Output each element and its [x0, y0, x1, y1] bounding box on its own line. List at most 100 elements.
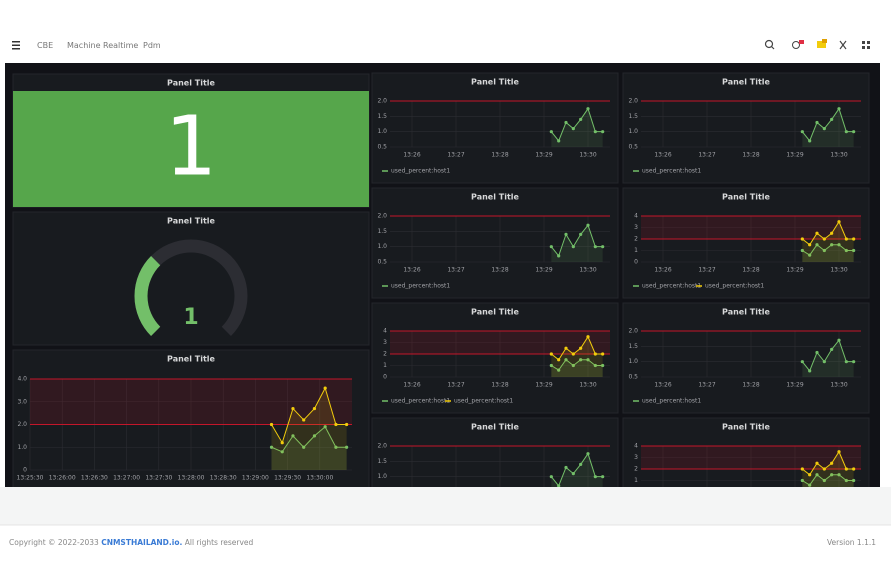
- data-point: [800, 467, 804, 471]
- fullscreen-icon[interactable]: [839, 40, 847, 50]
- data-point: [549, 475, 553, 479]
- notification-icon[interactable]: [792, 40, 805, 49]
- x-tick-label: 13:28: [742, 382, 759, 389]
- x-tick-label: 13:28: [742, 152, 759, 159]
- x-tick-label: 13:29: [535, 152, 552, 159]
- data-point: [586, 452, 590, 456]
- y-tick-label: 0: [23, 467, 27, 474]
- series-line: [802, 450, 854, 476]
- data-point: [586, 335, 590, 339]
- data-point: [549, 245, 553, 249]
- breadcrumb[interactable]: CBE: [37, 41, 53, 50]
- y-tick-label: 4: [383, 328, 387, 335]
- series-area: [551, 359, 603, 377]
- series-area: [551, 108, 603, 147]
- threshold-band: [30, 379, 352, 425]
- data-point: [844, 467, 848, 471]
- x-tick-label: 13:27: [698, 267, 715, 274]
- series-line: [801, 107, 854, 142]
- x-tick-label: 13:30: [579, 152, 596, 159]
- y-tick-label: 2.0: [377, 98, 387, 105]
- x-tick-label: 13:27:30: [145, 475, 172, 482]
- y-tick-label: 2: [634, 466, 638, 473]
- panel-title: Panel Title: [167, 355, 215, 364]
- panel-title: Panel Title: [722, 423, 770, 432]
- data-point: [586, 223, 590, 227]
- data-point: [601, 363, 605, 368]
- data-point: [852, 467, 856, 471]
- gauge-value: 1: [183, 305, 198, 330]
- data-point: [557, 139, 561, 143]
- series-line: [801, 339, 854, 372]
- x-tick-label: 13:27:00: [113, 475, 140, 482]
- message-icon[interactable]: [817, 39, 827, 48]
- panel-title: Panel Title: [471, 193, 519, 202]
- apps-icon[interactable]: [862, 41, 870, 49]
- data-point: [830, 231, 834, 235]
- y-tick-label: 2: [383, 351, 387, 358]
- search-icon[interactable]: [764, 39, 775, 50]
- x-tick-label: 13:26: [654, 267, 671, 274]
- data-point: [815, 120, 819, 125]
- breadcrumb[interactable]: Pdm: [143, 41, 161, 50]
- data-point: [815, 473, 819, 477]
- panel-title: Panel Title: [722, 308, 770, 317]
- legend-label: used_percent:host1: [642, 283, 701, 290]
- x-tick-label: 13:26: [403, 382, 420, 389]
- data-point: [579, 346, 583, 350]
- data-point: [312, 434, 317, 438]
- x-tick-label: 13:30: [579, 382, 596, 389]
- series-line: [550, 224, 603, 257]
- data-point: [549, 363, 553, 368]
- data-point: [302, 445, 306, 449]
- menu-button[interactable]: [12, 41, 20, 50]
- x-tick-label: 13:27: [447, 382, 464, 389]
- threshold-band: [641, 446, 861, 469]
- x-tick-label: 13:26: [654, 382, 671, 389]
- x-tick-label: 13:29: [535, 382, 552, 389]
- x-tick-label: 13:26:00: [49, 475, 76, 482]
- panel: [371, 302, 619, 414]
- data-point: [800, 130, 804, 134]
- data-point: [822, 478, 826, 483]
- data-point: [579, 232, 583, 236]
- data-point: [557, 358, 561, 362]
- data-point: [852, 478, 856, 483]
- y-tick-label: 1.0: [628, 358, 638, 365]
- data-point: [837, 220, 841, 224]
- x-tick-label: 13:28:30: [210, 475, 237, 482]
- panel: [12, 211, 370, 346]
- data-point: [800, 248, 804, 253]
- company-link[interactable]: CNMSTHAILAND.io.: [101, 538, 182, 547]
- x-tick-label: 13:29:30: [274, 475, 301, 482]
- series-line: [271, 386, 347, 444]
- panel-title: Panel Title: [167, 217, 215, 226]
- panel: [622, 417, 870, 487]
- x-tick-label: 13:29: [786, 267, 803, 274]
- data-point: [564, 358, 568, 362]
- data-point: [571, 127, 575, 131]
- x-tick-label: 13:30: [830, 382, 847, 389]
- data-point: [852, 237, 856, 241]
- x-tick-label: 13:29:00: [242, 475, 269, 482]
- x-tick-label: 13:29: [786, 382, 803, 389]
- threshold-band: [641, 216, 861, 239]
- breadcrumb[interactable]: Machine Realtime: [67, 41, 138, 50]
- data-point: [822, 467, 826, 471]
- x-tick-label: 13:27: [698, 382, 715, 389]
- data-point: [323, 425, 327, 429]
- y-tick-label: 1: [383, 362, 387, 369]
- y-tick-label: 0.5: [377, 259, 387, 266]
- data-point: [601, 130, 605, 134]
- x-tick-label: 13:30: [579, 267, 596, 274]
- panel-title: Panel Title: [471, 423, 519, 432]
- stat-background: [13, 91, 369, 207]
- y-tick-label: 0: [634, 259, 638, 266]
- y-tick-label: 2.0: [628, 328, 638, 335]
- legend-label: used_percent:host1: [391, 283, 450, 290]
- panel: [371, 72, 619, 184]
- x-tick-label: 13:28:00: [178, 475, 205, 482]
- x-tick-label: 13:30:00: [306, 475, 333, 482]
